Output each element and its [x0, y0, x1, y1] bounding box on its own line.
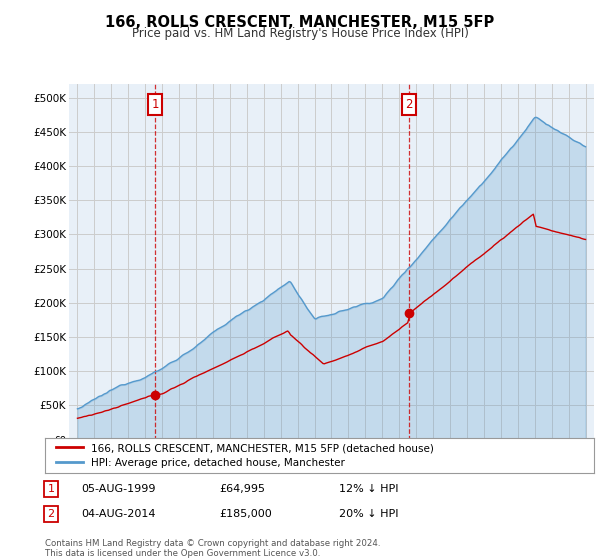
Text: 04-AUG-2014: 04-AUG-2014	[81, 509, 155, 519]
Text: 1: 1	[47, 484, 55, 494]
Text: Contains HM Land Registry data © Crown copyright and database right 2024.
This d: Contains HM Land Registry data © Crown c…	[45, 539, 380, 558]
Text: Price paid vs. HM Land Registry's House Price Index (HPI): Price paid vs. HM Land Registry's House …	[131, 27, 469, 40]
Text: 2: 2	[47, 509, 55, 519]
Text: 05-AUG-1999: 05-AUG-1999	[81, 484, 155, 494]
Legend: 166, ROLLS CRESCENT, MANCHESTER, M15 5FP (detached house), HPI: Average price, d: 166, ROLLS CRESCENT, MANCHESTER, M15 5FP…	[50, 437, 440, 475]
Text: 2: 2	[406, 98, 413, 111]
Text: £185,000: £185,000	[219, 509, 272, 519]
Text: 166, ROLLS CRESCENT, MANCHESTER, M15 5FP: 166, ROLLS CRESCENT, MANCHESTER, M15 5FP	[106, 15, 494, 30]
Text: £64,995: £64,995	[219, 484, 265, 494]
Text: 1: 1	[151, 98, 159, 111]
Text: 12% ↓ HPI: 12% ↓ HPI	[339, 484, 398, 494]
Text: 20% ↓ HPI: 20% ↓ HPI	[339, 509, 398, 519]
